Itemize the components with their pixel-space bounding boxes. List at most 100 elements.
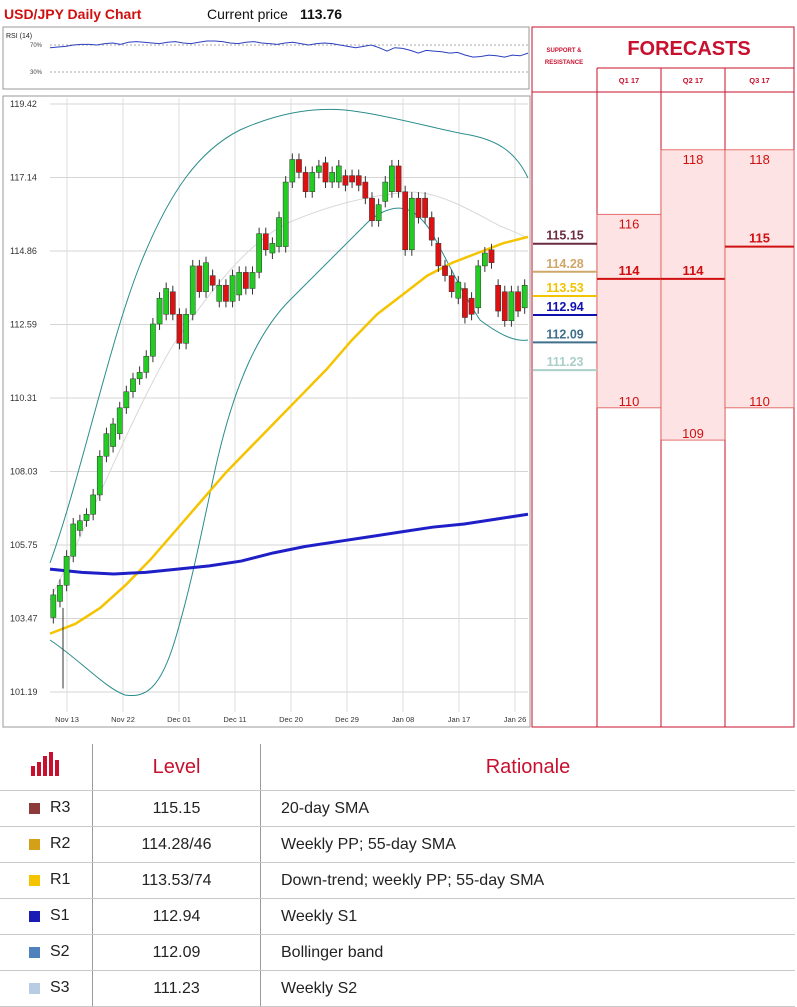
rsi-label: RSI (14) (6, 33, 32, 40)
sma-55-line (49, 235, 529, 635)
candle (223, 279, 229, 308)
candle-body-up (189, 265, 196, 315)
candle (209, 269, 216, 292)
candle-body-up (103, 433, 110, 457)
candle-body-down (428, 217, 435, 241)
candle (495, 279, 501, 318)
forecasts-title: FORECASTS (627, 38, 750, 60)
sr-level-value: 112.09 (546, 327, 584, 341)
candle (249, 266, 256, 295)
candle (176, 308, 183, 350)
x-tick-label: Dec 01 (167, 715, 191, 724)
candle-body-down (223, 285, 229, 302)
candle-body-up (123, 391, 130, 409)
candle (408, 192, 415, 256)
candle (90, 488, 97, 521)
candle (302, 166, 309, 198)
candle (282, 176, 289, 253)
rsi-70-label: 70% (30, 43, 43, 49)
chart-title: USD/JPY Daily Chart (4, 6, 142, 22)
rsi-30-label: 30% (30, 70, 43, 76)
y-axis: 119.42 117.14 114.86 112.59 110.31 108.03 105.… (10, 99, 38, 697)
y-tick-label: 119.42 (10, 99, 37, 109)
candle-body-down (262, 233, 269, 251)
candle-body-down (501, 291, 508, 322)
candle (296, 153, 302, 179)
candle-body-up (282, 181, 289, 247)
candle (515, 285, 521, 318)
forecast-high: 118 (683, 152, 704, 167)
forecast-mid: 115 (749, 231, 770, 246)
level-rationale: Weekly PP; 55-day SMA (260, 826, 795, 863)
forecast-low: 109 (682, 426, 704, 441)
x-tick-label: Jan 08 (392, 715, 415, 724)
candle (276, 211, 282, 253)
x-tick-label: Dec 29 (335, 715, 359, 724)
candle-body-up (236, 272, 243, 296)
candle-body-up (521, 285, 528, 309)
candle (169, 285, 176, 321)
candle-body-down (355, 175, 362, 186)
candle-body-up (110, 423, 116, 447)
candle (329, 166, 336, 189)
candle (349, 169, 355, 189)
candles (50, 153, 528, 689)
candle-body-up (83, 514, 90, 521)
x-axis: Nov 13 Nov 22 Dec 01 Dec 11 Dec 20 Dec 29 Jan … (55, 715, 526, 724)
quarter-label: Q2 17 (683, 76, 703, 85)
level-value: 111.23 (92, 970, 261, 1007)
forecast-high: 118 (749, 152, 770, 167)
candle (156, 292, 163, 330)
candle (110, 417, 116, 453)
candle (428, 211, 435, 247)
candle (375, 198, 382, 227)
bollinger-lower-line (49, 207, 529, 697)
price-value: 113.76 (300, 6, 342, 22)
candle (415, 192, 422, 224)
candle-body-down (302, 172, 309, 192)
candle (256, 227, 262, 279)
candle-body-up (63, 555, 70, 586)
candle-body-up (150, 323, 156, 357)
candle (442, 259, 448, 282)
table-row: R1 113.53/74 Down-trend; weekly PP; 55-d… (0, 862, 795, 899)
candle-body-up (143, 355, 150, 373)
candle-body-down (435, 243, 442, 267)
bar-chart-icon (31, 752, 59, 776)
level-name: S2 (50, 943, 70, 961)
bollinger-upper-line (49, 108, 529, 564)
level-value: 113.53/74 (92, 862, 261, 899)
candle (123, 385, 130, 414)
sma-200-line (49, 512, 529, 576)
level-rationale: Bollinger band (260, 934, 795, 971)
candle-body-up (335, 165, 342, 183)
y-tick-label: 103.47 (10, 614, 38, 624)
price-label: Current price (207, 6, 288, 22)
candle-body-down (342, 175, 349, 186)
level-name: S3 (50, 979, 70, 997)
levels-table: Level Rationale R3 115.15 20-day SMA R2 … (0, 744, 795, 1007)
candle-body-up (249, 272, 256, 289)
candle (57, 579, 63, 608)
candle-body-up (382, 181, 389, 202)
candle (77, 514, 83, 537)
candle (70, 517, 77, 563)
candle-body-down (196, 265, 203, 292)
level-name: R1 (50, 871, 71, 889)
x-tick-label: Nov 22 (111, 715, 135, 724)
chart-stage: USD/JPY Daily Chart Current price 113.76… (2, 6, 795, 728)
level-rationale: Down-trend; weekly PP; 55-day SMA (260, 862, 795, 899)
candle-body-up (203, 262, 209, 292)
candle (316, 159, 322, 179)
candle (183, 308, 189, 350)
candle-body-up (57, 584, 63, 602)
x-tick-label: Nov 13 (55, 715, 79, 724)
candle (462, 282, 468, 324)
y-tick-label: 101.19 (10, 687, 38, 697)
candle-body-up (77, 520, 83, 531)
level-swatch (29, 946, 40, 958)
candle (130, 372, 136, 398)
sr-label-1: SUPPORT & (546, 48, 582, 54)
sr-label-2: RESISTANCE (545, 60, 583, 66)
y-tick-label: 105.75 (10, 540, 38, 550)
